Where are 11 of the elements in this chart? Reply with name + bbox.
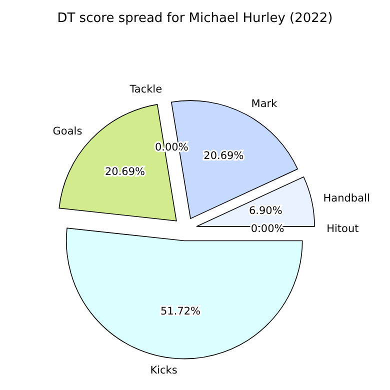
slice-label: Goals (52, 126, 82, 138)
category-label: Hitout (326, 223, 359, 235)
data-label: 6.90% (248, 205, 282, 218)
category-label: Tackle (130, 83, 162, 96)
slice-label: Handball (323, 192, 370, 205)
data-label: 20.69% (104, 166, 146, 178)
chart-title: DT score spread for Michael Hurley (2022) (56, 10, 334, 28)
slice-label: Kicks (150, 364, 178, 376)
data-label: 20.69% (204, 150, 244, 162)
data-label: 51.72% (160, 305, 201, 318)
slice-label: Mark (251, 98, 278, 110)
